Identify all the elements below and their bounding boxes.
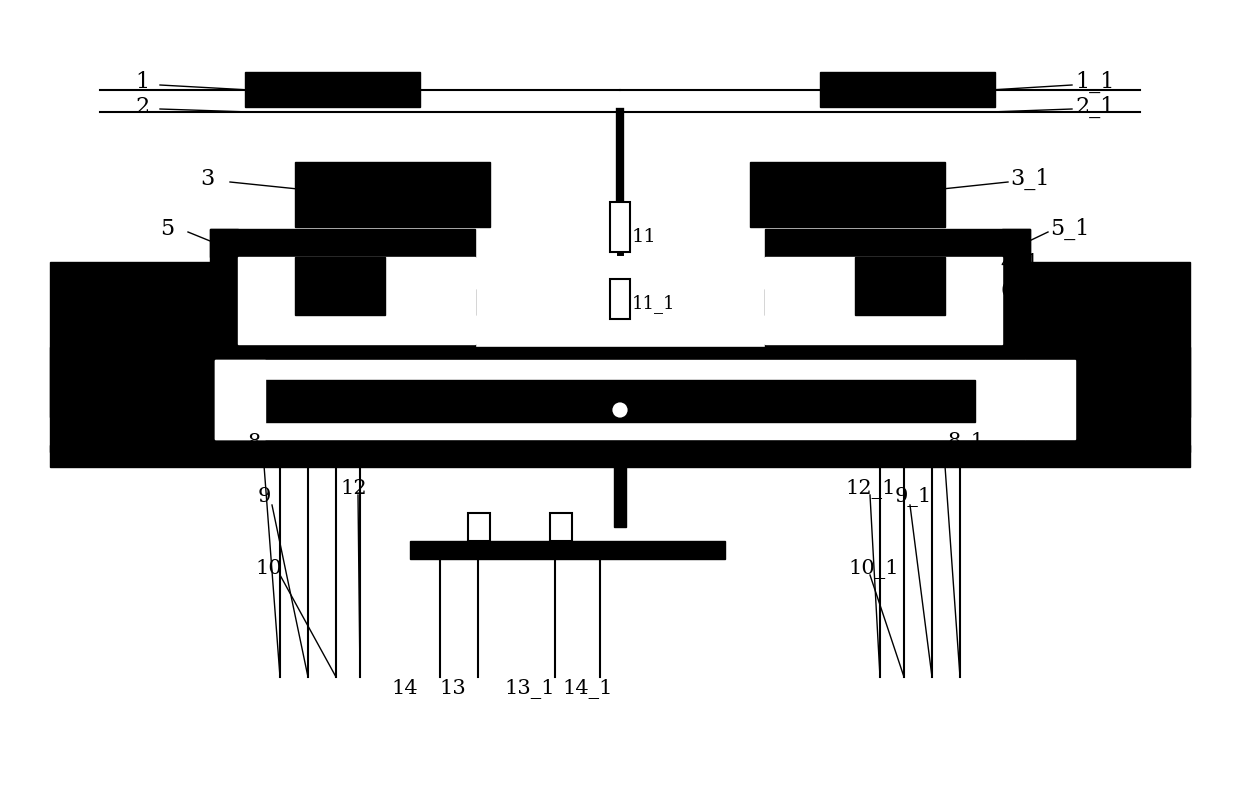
Bar: [467, 513, 490, 541]
Text: 1: 1: [135, 71, 149, 93]
Text: 11: 11: [632, 228, 657, 246]
Text: 2_1: 2_1: [1075, 96, 1115, 118]
Bar: [750, 162, 945, 227]
Bar: [410, 541, 725, 559]
Text: 13_1: 13_1: [505, 679, 556, 699]
Text: 7: 7: [55, 266, 69, 288]
Bar: [50, 262, 215, 417]
Bar: [210, 289, 475, 315]
Bar: [614, 462, 626, 527]
Text: 12_1: 12_1: [844, 479, 895, 499]
Bar: [246, 72, 420, 107]
Bar: [765, 257, 1002, 344]
Bar: [1002, 229, 1030, 372]
Text: 9: 9: [258, 487, 272, 507]
Text: 6: 6: [215, 274, 229, 296]
Bar: [765, 289, 1030, 315]
Text: 7_1: 7_1: [1145, 266, 1184, 288]
Bar: [265, 380, 975, 422]
Text: 8: 8: [248, 433, 262, 451]
Text: 11_1: 11_1: [632, 295, 676, 313]
Text: 12: 12: [340, 479, 367, 499]
Text: 1_1: 1_1: [1075, 71, 1115, 93]
Text: 9_1: 9_1: [895, 487, 932, 507]
Bar: [856, 257, 945, 315]
Bar: [765, 229, 1030, 257]
Bar: [210, 229, 238, 372]
Text: 6_1: 6_1: [999, 280, 1039, 302]
Bar: [610, 279, 630, 319]
Bar: [295, 257, 384, 315]
Text: 3_1: 3_1: [1011, 168, 1049, 190]
Text: 10: 10: [255, 559, 281, 579]
Bar: [1025, 360, 1075, 439]
Text: 15: 15: [632, 405, 655, 423]
Bar: [210, 229, 475, 257]
Text: 4_1: 4_1: [999, 253, 1039, 275]
Text: 13: 13: [440, 679, 466, 699]
Bar: [765, 344, 1030, 372]
Text: 2: 2: [135, 96, 149, 118]
Bar: [210, 344, 475, 372]
Bar: [295, 162, 490, 227]
Circle shape: [611, 401, 629, 419]
Text: 4: 4: [215, 248, 229, 270]
Text: 5: 5: [160, 218, 174, 240]
Bar: [610, 202, 630, 252]
Text: 3: 3: [200, 168, 215, 190]
Bar: [215, 360, 1025, 439]
Text: 14_1: 14_1: [563, 679, 614, 699]
Bar: [50, 445, 1190, 467]
Bar: [238, 257, 475, 344]
Bar: [820, 72, 994, 107]
Text: 5_1: 5_1: [1050, 218, 1090, 240]
Bar: [215, 360, 265, 439]
Bar: [1025, 262, 1190, 417]
Text: 14: 14: [392, 679, 418, 699]
Bar: [551, 513, 572, 541]
Text: 10_1: 10_1: [848, 559, 899, 579]
Text: 8_1: 8_1: [949, 432, 985, 452]
Bar: [50, 347, 1190, 452]
